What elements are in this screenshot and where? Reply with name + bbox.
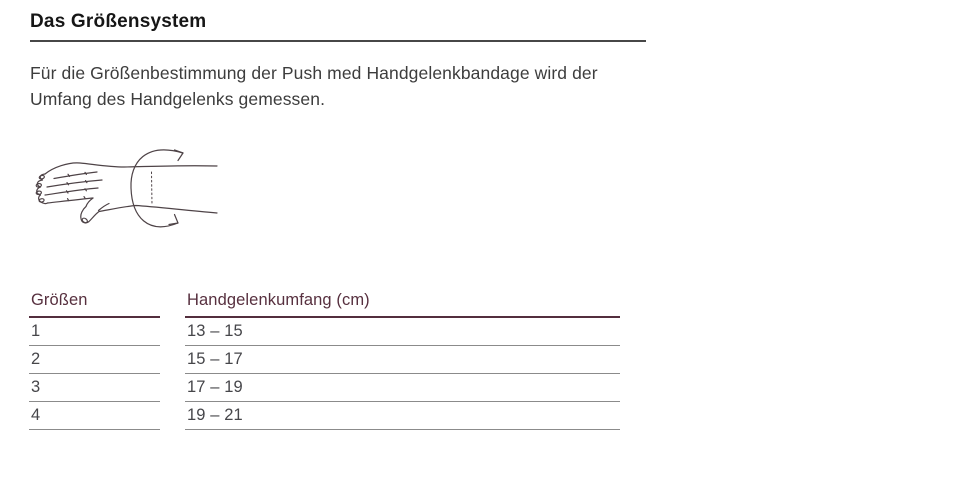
- column-header-circumference: Handgelenkumfang (cm): [185, 290, 620, 318]
- table-row: 1 13 – 15: [29, 317, 620, 346]
- range-cell: 13 – 15: [185, 317, 620, 346]
- column-header-sizes: Größen: [29, 290, 160, 318]
- intro-paragraph: Für die Größenbestimmung der Push med Ha…: [30, 63, 598, 109]
- size-cell: 4: [29, 401, 160, 430]
- table-row: 3 17 – 19: [29, 373, 620, 402]
- column-spacer: [160, 402, 185, 430]
- table-row: 2 15 – 17: [29, 345, 620, 374]
- column-spacer: [160, 346, 185, 374]
- size-cell: 2: [29, 345, 160, 374]
- range-cell: 19 – 21: [185, 401, 620, 430]
- column-spacer: [160, 290, 185, 317]
- range-cell: 15 – 17: [185, 345, 620, 374]
- size-cell: 3: [29, 373, 160, 402]
- size-table-header-row: Größen Handgelenkumfang (cm): [29, 290, 620, 318]
- page-title: Das Größensystem: [30, 10, 646, 42]
- size-cell: 1: [29, 317, 160, 346]
- column-spacer: [160, 374, 185, 402]
- hand-wrist-circumference-arrow-icon: [35, 149, 218, 228]
- hand-measurement-illustration: [28, 142, 228, 247]
- size-table: Größen Handgelenkumfang (cm) 1 13 – 15 2…: [29, 290, 620, 430]
- range-cell: 17 – 19: [185, 373, 620, 402]
- table-row: 4 19 – 21: [29, 401, 620, 430]
- column-spacer: [160, 317, 185, 346]
